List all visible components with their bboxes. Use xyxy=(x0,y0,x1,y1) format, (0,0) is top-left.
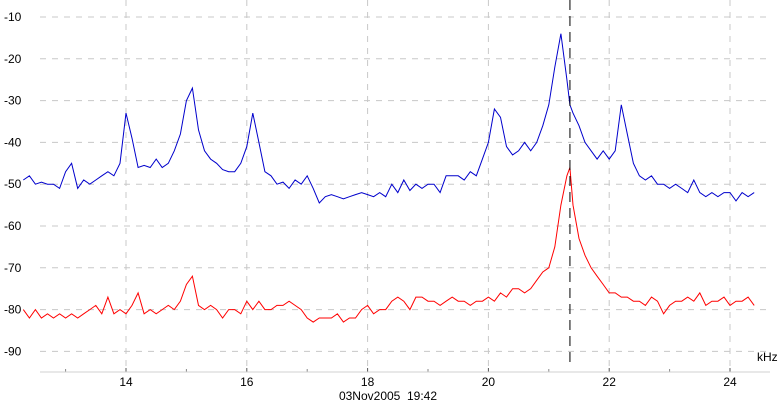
x-tick-label: 22 xyxy=(603,375,617,389)
y-tick-label: -20 xyxy=(4,52,22,66)
y-tick-label: -90 xyxy=(4,344,22,358)
timestamp-label: 03Nov2005 19:42 xyxy=(339,389,437,403)
series-line-1 xyxy=(23,33,755,204)
x-tick-label: 20 xyxy=(482,375,496,389)
grid-layer xyxy=(40,0,770,372)
x-axis: 14 16 18 20 22 24 xyxy=(65,368,737,389)
x-tick-label: 24 xyxy=(723,375,737,389)
y-tick-label: -70 xyxy=(4,261,22,275)
y-tick-label: -50 xyxy=(4,177,22,191)
x-tick-label: 14 xyxy=(119,375,133,389)
y-tick-label: -40 xyxy=(4,135,22,149)
x-tick-label: 16 xyxy=(240,375,254,389)
series-line-2 xyxy=(22,167,755,323)
y-tick-label: -30 xyxy=(4,94,22,108)
series-layer xyxy=(22,33,755,323)
y-tick-label: -80 xyxy=(4,303,22,317)
y-tick-label: -60 xyxy=(4,219,22,233)
y-axis: -10 -20 -30 -40 -50 -60 -70 -80 -90 xyxy=(4,10,22,358)
x-tick-label: 18 xyxy=(361,375,375,389)
x-axis-unit-label: kHz xyxy=(757,350,778,364)
y-tick-label: -10 xyxy=(4,10,22,24)
